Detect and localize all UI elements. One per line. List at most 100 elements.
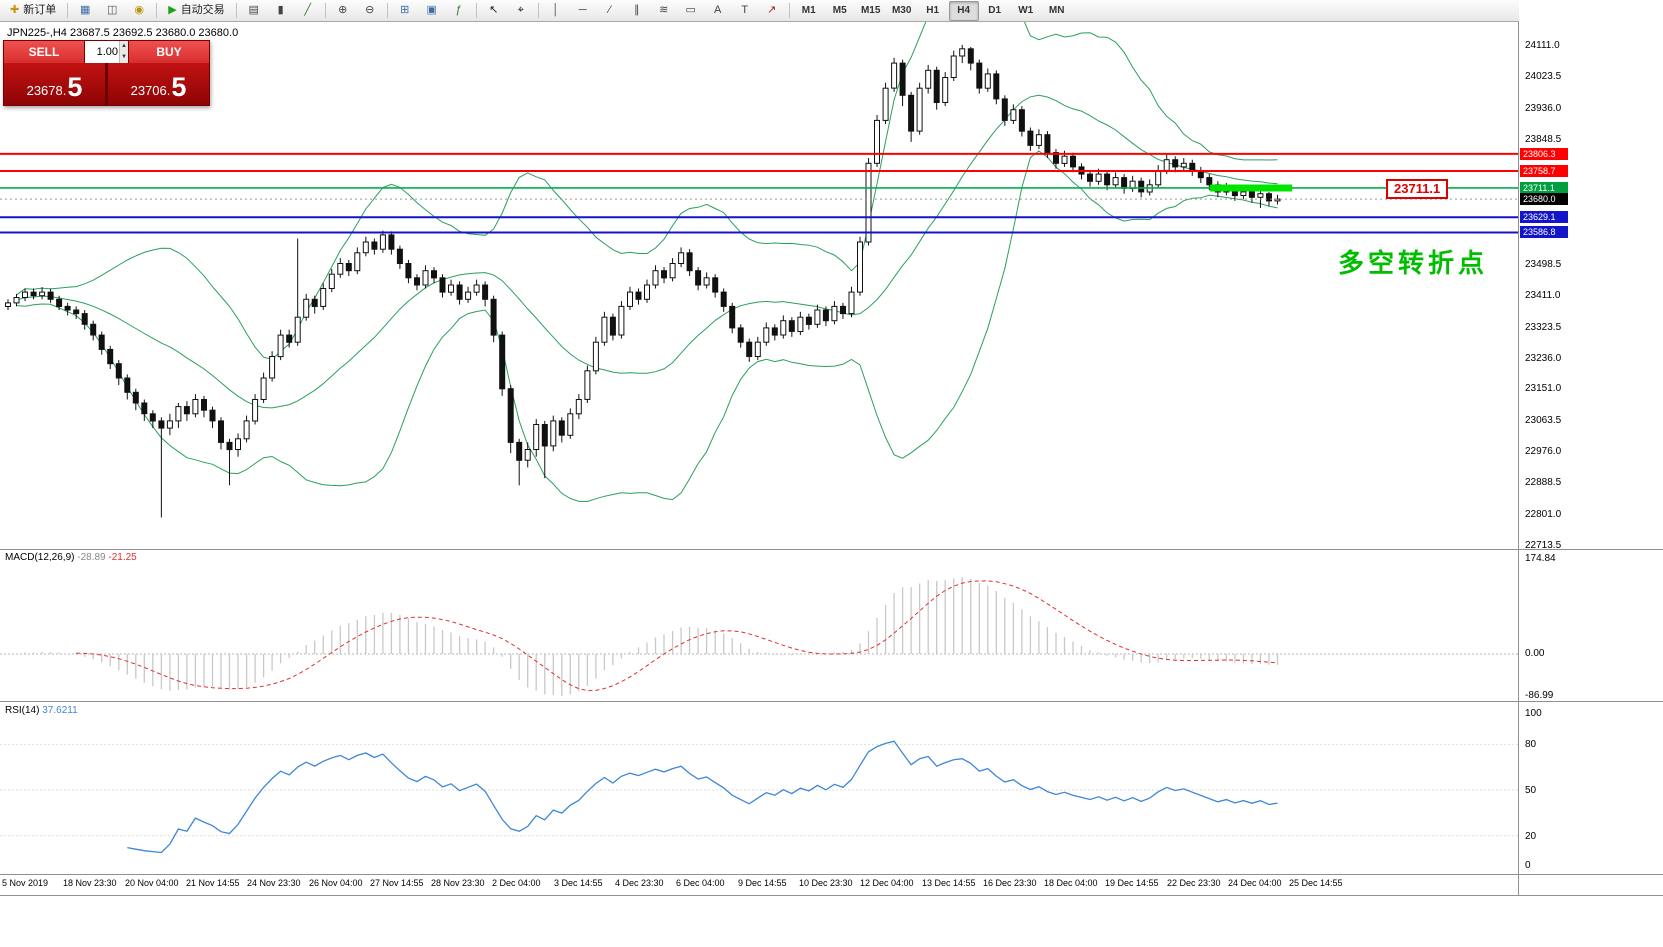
- toolbar-separator: [324, 3, 326, 18]
- timeframe-mn-button[interactable]: MN: [1048, 4, 1065, 16]
- text-icon[interactable]: A: [705, 1, 731, 21]
- time-axis-label: 20 Nov 04:00: [125, 878, 179, 888]
- arrow-tool-icon[interactable]: ↗: [759, 1, 785, 21]
- cursor-icon[interactable]: ↖: [481, 1, 507, 21]
- line-chart-icon: ╱: [304, 4, 311, 16]
- volume-input[interactable]: [85, 41, 119, 63]
- timeframe-m5-button[interactable]: M5: [832, 4, 847, 16]
- bar-chart-icon: ▤: [248, 4, 259, 16]
- vertical-line-icon[interactable]: │: [543, 1, 569, 21]
- macd-signal-value: -21.25: [108, 552, 137, 563]
- label-icon[interactable]: T: [732, 1, 758, 21]
- auto-arrange-icon[interactable]: ▣: [419, 1, 445, 21]
- price-tick-label: 22976.0: [1525, 446, 1562, 457]
- time-axis-label: 9 Dec 14:55: [738, 878, 787, 888]
- text-icon: A: [714, 4, 722, 16]
- bollinger-upper-band: [16, 22, 1278, 360]
- zoom-in-icon[interactable]: ⊕: [330, 1, 356, 21]
- toolbar: ✚ 新订单 ▦ ◫ ◉ ▶ 自动交易 ▤ ▮ ╱ ⊕ ⊖ ⊞ ▣ ƒ ↖ ⌖ │ ─ ∕ ∥ ≋ ▭ A T ↗ M1 M5 M15 M3…: [0, 0, 1663, 22]
- macd-axis-label: 0.00: [1525, 648, 1545, 659]
- zoom-out-icon: ⊖: [365, 4, 375, 16]
- timeframe-m15-button[interactable]: M15: [860, 4, 881, 16]
- candlestick-chart-icon[interactable]: ▮: [268, 1, 294, 21]
- chart-bottom-border: [0, 895, 1663, 896]
- panel-separator[interactable]: [0, 701, 1663, 702]
- sell-price-big-digit: 5: [67, 72, 83, 102]
- macd-panel[interactable]: [0, 550, 1518, 701]
- tile-windows-icon[interactable]: ⊞: [392, 1, 418, 21]
- bar-chart-icon[interactable]: ▤: [241, 1, 267, 21]
- macd-axis-label: -86.99: [1525, 690, 1554, 701]
- symbol-info: JPN225-,H4 23687.5 23692.5 23680.0 23680…: [7, 27, 239, 39]
- time-axis-label: 28 Nov 23:30: [431, 878, 485, 888]
- timeframe-d1-button[interactable]: D1: [988, 4, 1002, 16]
- price-line-label: 23586.8: [1520, 226, 1568, 238]
- trendline-icon[interactable]: ∕: [597, 1, 623, 21]
- rsi-axis-label: 80: [1525, 739, 1537, 750]
- panel-divider: [105, 63, 108, 105]
- sell-button[interactable]: 23678. 5: [4, 63, 105, 105]
- buy-header-button[interactable]: BUY: [129, 41, 209, 63]
- channel-icon: ∥: [633, 4, 640, 16]
- volume-decrease-button[interactable]: ▼: [119, 52, 128, 63]
- price-line-label: 23629.1: [1520, 211, 1568, 223]
- fibonacci-icon[interactable]: ≋: [651, 1, 677, 21]
- zoom-out-icon[interactable]: ⊖: [357, 1, 383, 21]
- tile-windows-icon: ⊞: [400, 4, 410, 16]
- new-order-button-label: 新订单: [23, 4, 57, 16]
- horizontal-line-icon: ─: [578, 4, 587, 16]
- new-order-button[interactable]: ✚ 新订单: [3, 1, 63, 21]
- timeframe-m30-button[interactable]: M30: [891, 4, 912, 16]
- bollinger-lower-band: [16, 150, 1278, 503]
- time-axis[interactable]: 5 Nov 2019 18 Nov 23:30 20 Nov 04:00 21 Nov…: [0, 875, 1518, 895]
- rsi-line: [127, 740, 1278, 854]
- sell-header-button[interactable]: SELL: [4, 41, 84, 63]
- price-tick-label: 23151.0: [1525, 383, 1562, 394]
- chart-window-icon[interactable]: ▦: [72, 1, 98, 21]
- line-chart-icon[interactable]: ╱: [295, 1, 321, 21]
- timeframe-m1-button[interactable]: M1: [801, 4, 816, 16]
- profiles-icon[interactable]: ◫: [99, 1, 125, 21]
- volume-increase-button[interactable]: ▲: [119, 41, 128, 52]
- bollinger-middle-band: [16, 94, 1278, 409]
- rsi-axis-label: 50: [1525, 785, 1537, 796]
- chart-window-icon: ▦: [80, 4, 91, 16]
- crosshair-icon: ⌖: [517, 4, 524, 16]
- turning-point-text[interactable]: 多空转折点: [1338, 248, 1489, 278]
- autotrading-button[interactable]: ▶ 自动交易: [161, 1, 231, 21]
- market-watch-icon[interactable]: ◉: [126, 1, 152, 21]
- price-callout[interactable]: 23711.1: [1386, 179, 1449, 199]
- price-axis[interactable]: 24111.0 24023.5 23936.0 23848.5 23498.5 23411…: [1519, 0, 1663, 947]
- channel-icon[interactable]: ∥: [624, 1, 650, 21]
- timeframe-h1-button[interactable]: H1: [926, 4, 940, 16]
- timeframe-w1-button[interactable]: W1: [1018, 4, 1034, 16]
- time-axis-label: 10 Dec 23:30: [799, 878, 853, 888]
- candlestick-chart-icon: ▮: [277, 4, 284, 16]
- main-price-chart[interactable]: [0, 22, 1518, 549]
- rsi-panel[interactable]: [0, 702, 1518, 874]
- price-tick-label: 23498.5: [1525, 259, 1562, 270]
- autotrading-icon: ▶: [168, 4, 177, 16]
- crosshair-icon[interactable]: ⌖: [508, 1, 534, 21]
- buy-button[interactable]: 23706. 5: [108, 63, 209, 105]
- horizontal-line-icon[interactable]: ─: [570, 1, 596, 21]
- price-tick-label: 22888.5: [1525, 477, 1562, 488]
- indicators-icon[interactable]: ƒ: [446, 1, 472, 21]
- time-axis-label: 19 Dec 14:55: [1105, 878, 1159, 888]
- timeframe-h4-button[interactable]: H4: [948, 0, 979, 21]
- time-axis-label: 18 Nov 23:30: [63, 878, 117, 888]
- toolbar-separator: [156, 3, 158, 18]
- highlight-segment[interactable]: [1210, 184, 1292, 192]
- rsi-label: RSI(14) 37.6211: [5, 705, 78, 716]
- fibonacci-icon: ≋: [659, 4, 669, 16]
- price-tick-label: 23411.0: [1525, 290, 1561, 301]
- indicators-icon: ƒ: [455, 4, 462, 16]
- price-tick-label: 23236.0: [1525, 353, 1562, 364]
- panel-separator[interactable]: [0, 549, 1663, 550]
- buy-price: 23706.: [130, 83, 171, 98]
- axis-separator: [1518, 22, 1519, 896]
- macd-label: MACD(12,26,9) -28.89 -21.25: [5, 552, 137, 563]
- arrow-tool-icon: ↗: [767, 4, 777, 16]
- shapes-icon[interactable]: ▭: [678, 1, 704, 21]
- toolbar-separator: [537, 3, 539, 18]
